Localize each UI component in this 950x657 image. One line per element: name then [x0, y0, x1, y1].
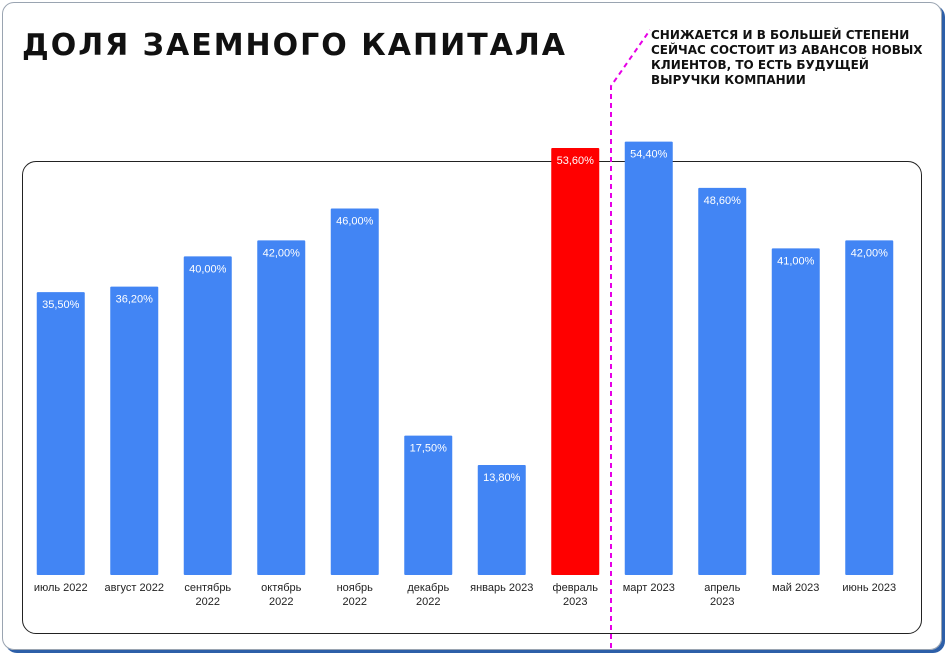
data-label: 13,80%: [483, 472, 521, 484]
data-label: 54,40%: [630, 149, 668, 161]
bar: [624, 141, 673, 575]
x-tick-label: август 2022: [105, 582, 164, 594]
x-tick-label: ноябрь: [337, 582, 374, 594]
x-tick-label: 2023: [563, 596, 587, 608]
data-label: 41,00%: [777, 255, 815, 267]
x-tick-label: июль 2022: [34, 582, 88, 594]
bar: [477, 465, 526, 575]
data-label: 48,60%: [704, 195, 742, 207]
x-tick-label: май 2023: [772, 582, 819, 594]
bar: [110, 286, 159, 575]
bar: [257, 240, 306, 575]
data-label: 46,00%: [336, 216, 374, 228]
annotation-note: СНИЖАЕТСЯ И В БОЛЬШЕЙ СТЕПЕНИ СЕЙЧАС СОС…: [651, 28, 923, 87]
chart-frame: [22, 161, 922, 634]
x-tick-label: 2023: [710, 596, 734, 608]
x-tick-label: 2022: [343, 596, 367, 608]
slide-frame: [2, 2, 942, 650]
page-title: ДОЛЯ ЗАЕМНОГО КАПИТАЛА: [22, 28, 568, 63]
data-label: 53,60%: [557, 155, 595, 167]
data-label: 42,00%: [263, 247, 301, 259]
data-label: 35,50%: [42, 299, 80, 311]
x-tick-label: октябрь: [261, 582, 301, 594]
x-tick-label: июнь 2023: [842, 582, 896, 594]
x-tick-label: декабрь: [407, 582, 449, 594]
bar: [771, 248, 820, 575]
x-tick-label: февраль: [553, 582, 599, 594]
x-tick-label: март 2023: [623, 582, 675, 594]
x-tick-label: январь 2023: [470, 582, 533, 594]
data-label: 17,50%: [410, 443, 448, 455]
divider-line: [610, 29, 651, 648]
bar: [330, 208, 379, 576]
bar: [845, 240, 894, 575]
x-tick-label: апрель: [704, 582, 740, 594]
bar: [551, 147, 600, 575]
data-label: 42,00%: [851, 247, 889, 259]
data-label: 36,20%: [116, 294, 154, 306]
bar: [404, 435, 453, 575]
bar: [698, 187, 747, 575]
bar: [36, 292, 85, 575]
x-tick-label: 2022: [416, 596, 440, 608]
x-tick-label: сентябрь: [184, 582, 231, 594]
bar: [183, 256, 232, 575]
data-label: 40,00%: [189, 263, 227, 275]
x-tick-label: 2022: [269, 596, 293, 608]
x-tick-label: 2022: [196, 596, 220, 608]
